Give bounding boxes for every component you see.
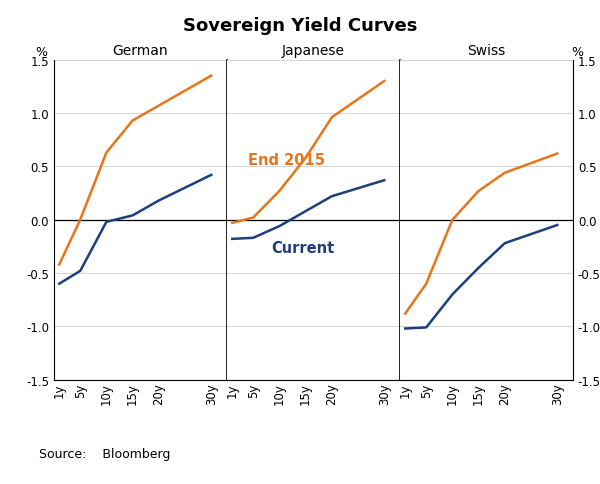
Text: Current: Current xyxy=(272,240,335,255)
Title: Swiss: Swiss xyxy=(467,44,506,58)
Text: %: % xyxy=(571,46,583,59)
Text: End 2015: End 2015 xyxy=(248,153,325,168)
Text: Source:    Bloomberg: Source: Bloomberg xyxy=(39,447,170,460)
Title: German: German xyxy=(113,44,169,58)
Text: %: % xyxy=(35,46,47,59)
Text: Sovereign Yield Curves: Sovereign Yield Curves xyxy=(183,17,417,35)
Title: Japanese: Japanese xyxy=(282,44,345,58)
